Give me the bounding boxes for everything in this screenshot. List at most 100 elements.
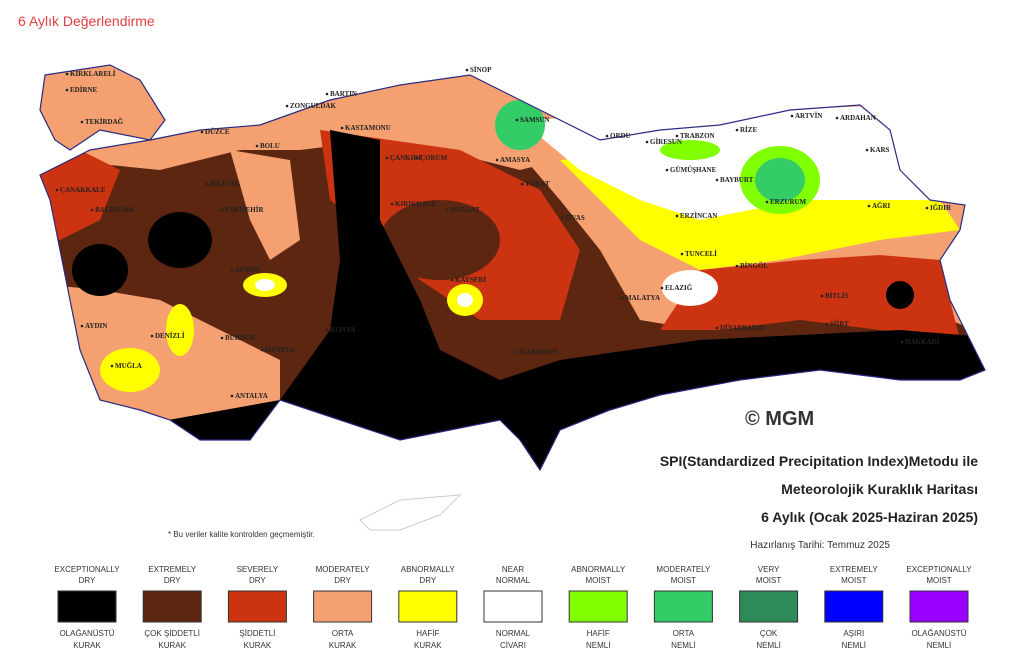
note: * Bu veriler kalite kontrolden geçmemişt…: [168, 530, 315, 539]
city-label: GİRESUN: [650, 138, 682, 146]
city-label: SAMSUN: [520, 116, 550, 124]
city-label: KIRKLARELİ: [70, 70, 116, 78]
legend-swatch: [142, 590, 202, 623]
city-dot: [790, 114, 794, 118]
legend-swatch: [483, 590, 543, 623]
legend-label-en: MOIST: [671, 576, 696, 585]
legend-label-en: MOIST: [841, 576, 866, 585]
city-dot: [900, 340, 904, 344]
legend-label-tr: OLAĞANÜSTÜ: [59, 629, 114, 638]
legend-label-tr: KURAK: [158, 641, 186, 650]
city-label: ÇANKIRI: [390, 154, 421, 162]
legend-swatch: [568, 590, 628, 623]
city-label: AMASYA: [500, 156, 530, 164]
city-dot: [645, 140, 649, 144]
city-dot: [835, 116, 839, 120]
border: [39, 64, 986, 472]
legend-label-en: VERY: [758, 565, 780, 574]
legend-label-tr: KURAK: [73, 641, 101, 650]
city-dot: [715, 178, 719, 182]
city-dot: [325, 92, 329, 96]
city-dot: [325, 328, 329, 332]
page-title: 6 Aylık Değerlendirme: [18, 13, 155, 29]
city-label: KONYA: [330, 326, 355, 334]
city-dot: [675, 134, 679, 138]
legend-label-tr: OLAĞANÜSTÜ: [911, 629, 966, 638]
city-dot: [465, 68, 469, 72]
city-label: IĞDIR: [930, 204, 952, 212]
city-label: TOKAT: [525, 180, 550, 188]
city-dot: [150, 334, 154, 338]
city-label: KARS: [870, 146, 890, 154]
legend-swatch: [653, 590, 713, 623]
legend-label-tr: KURAK: [414, 641, 442, 650]
city-label: ERZURUM: [770, 198, 807, 206]
cyprus: [359, 494, 462, 531]
city-dot: [765, 200, 769, 204]
legend-swatch: [227, 590, 287, 623]
legend-label-tr: ŞİDDETLİ: [239, 629, 275, 638]
legend-label-tr: HAFİF: [416, 629, 439, 638]
legend-label-en: ABNORMALLY: [401, 565, 456, 574]
city-label: ISPARTA: [265, 346, 294, 354]
map-heading: SPI(Standardized Precipitation Index)Met…: [660, 453, 978, 469]
legend-label-tr: NEMLİ: [586, 641, 610, 650]
legend-label-tr: ÇOK: [760, 629, 778, 638]
legend-label-en: MOIST: [586, 576, 611, 585]
legend-label-en: MODERATELY: [656, 565, 711, 574]
city-dot: [560, 216, 564, 220]
city-label: KASTAMONU: [345, 124, 391, 132]
legend-label-tr: HAFİF: [587, 629, 610, 638]
city-label: KIRIKKALE: [395, 200, 437, 208]
city-label: ANTALYA: [235, 392, 268, 400]
city-label: BARTIN: [330, 90, 357, 98]
city-dot: [285, 104, 289, 108]
legend-label-tr: KURAK: [329, 641, 357, 650]
city-dot: [620, 296, 624, 300]
legend-label-tr: ÇOK ŞİDDETLİ: [144, 629, 200, 638]
city-dot: [820, 294, 824, 298]
city-label: BİNGÖL: [740, 262, 768, 270]
city-label: TRABZON: [680, 132, 715, 140]
legend-label-tr: CİVARI: [500, 641, 526, 650]
city-dot: [110, 364, 114, 368]
legend-label-en: NORMAL: [496, 576, 531, 585]
city-label: MALATYA: [625, 294, 660, 302]
legend-swatch: [909, 590, 969, 623]
city-dot: [825, 322, 829, 326]
city-dot: [675, 214, 679, 218]
legend-label-tr: NEMLİ: [842, 641, 866, 650]
city-label: ARTVİN: [795, 112, 822, 120]
city-dot: [260, 348, 264, 352]
legend-swatch: [739, 590, 799, 623]
city-labels: KIRKLARELİ EDİRNE TEKİRDAĞ ÇANAKKALE BALIKES…: [55, 66, 952, 400]
city-label: GÜMÜŞHANE: [670, 166, 717, 174]
city-label: DÜZCE: [205, 128, 230, 136]
city-label: HAKKARİ: [905, 338, 940, 346]
legend-label-en: DRY: [164, 576, 181, 585]
city-label: ARDAHAN: [840, 114, 876, 122]
city-label: ESKİŞEHİR: [225, 206, 264, 214]
city-label: ORDU: [610, 132, 631, 140]
legend-swatch: [57, 590, 117, 623]
legend-label-en: MODERATELY: [316, 565, 371, 574]
city-label: MUĞLA: [115, 362, 142, 370]
city-dot: [665, 168, 669, 172]
map-heading: Meteorolojik Kuraklık Haritası: [781, 481, 978, 497]
copyright: © MGM: [745, 408, 814, 430]
legend-label-en: DRY: [419, 576, 436, 585]
legend-label-en: MOIST: [756, 576, 781, 585]
city-label: EDİRNE: [70, 86, 98, 94]
city-label: DİYARBAKIR: [720, 324, 766, 332]
city-label: BAYBURT: [720, 176, 754, 184]
legend-label-tr: NEMLİ: [756, 641, 780, 650]
city-label: RİZE: [740, 126, 757, 134]
city-dot: [495, 158, 499, 162]
legend-label-tr: NEMLİ: [927, 641, 951, 650]
city-dot: [515, 350, 519, 354]
city-dot: [220, 208, 224, 212]
city-label: AFYON: [235, 266, 260, 274]
legend-label-tr: KURAK: [244, 641, 272, 650]
legend-label-tr: NORMAL: [496, 629, 531, 638]
